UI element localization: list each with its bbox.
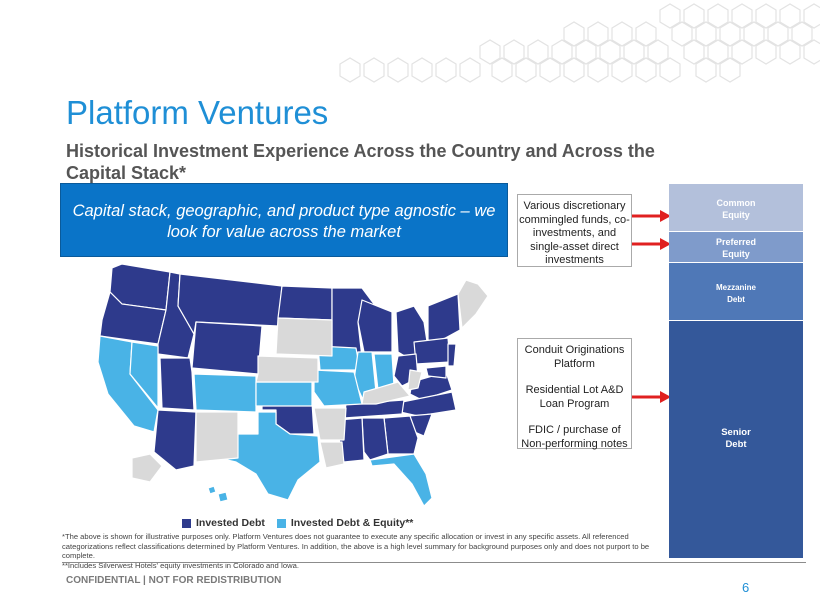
legend-invested-debt-equity: Invested Debt & Equity** xyxy=(276,517,414,529)
state-nj xyxy=(447,343,457,367)
stack-preferred-equity: Preferred Equity xyxy=(669,232,803,263)
stack-mezz-label-1: Mezzanine xyxy=(715,283,756,292)
state-ar xyxy=(313,407,347,441)
arrow-to-senior-debt-icon xyxy=(632,391,671,403)
state-tx xyxy=(217,411,321,501)
state-al xyxy=(361,417,389,461)
footnote-silverwest: **Includes Silverwest Hotels' equity inv… xyxy=(62,560,299,570)
stack-senior-label-2: Debt xyxy=(725,439,747,450)
stack-mezz-label-2: Debt xyxy=(727,295,745,304)
state-fl xyxy=(369,453,433,507)
stack-mezzanine-debt: Mezzanine Debt xyxy=(669,263,803,321)
state-ut xyxy=(159,357,195,411)
hexagon-pattern xyxy=(339,3,820,83)
investment-vehicles-text: Various discretionary commingled funds, … xyxy=(519,200,630,266)
state-ks xyxy=(255,381,313,407)
state-ky xyxy=(361,381,411,405)
stack-preferred-label-1: Preferred xyxy=(715,237,757,247)
legend-label-debt-equity: Invested Debt & Equity** xyxy=(290,517,414,529)
state-nv xyxy=(129,341,159,409)
stack-common-label-1: Common xyxy=(716,198,756,208)
footer-divider xyxy=(62,562,806,563)
debt-program-conduit: Conduit Originations Platform xyxy=(524,344,625,370)
state-ne xyxy=(255,355,319,383)
state-ny xyxy=(427,293,461,343)
state-wi xyxy=(357,299,393,353)
arrow-to-preferred-equity-icon xyxy=(632,238,671,250)
debt-programs-box: Conduit Originations Platform Residentia… xyxy=(517,338,632,450)
page-title: Platform Ventures xyxy=(66,94,329,131)
debt-program-residential: Residential Lot A&D Loan Program xyxy=(525,384,624,410)
capital-stack: Common Equity Preferred Equity Mezzanine… xyxy=(669,184,803,558)
stack-senior-label-1: Senior xyxy=(721,427,751,438)
state-hi-2 xyxy=(217,491,229,503)
confidential-notice: CONFIDENTIAL | NOT FOR REDISTRIBUTION xyxy=(66,575,282,586)
stack-common-equity: Common Equity xyxy=(669,184,803,232)
stack-preferred-label-2: Equity xyxy=(722,249,750,259)
map-legend: Invested Debt Invested Debt & Equity** xyxy=(182,517,425,529)
debt-program-fdic: FDIC / purchase of Non-performing notes xyxy=(521,424,628,450)
footnote-disclaimer: *The above is shown for illustrative pur… xyxy=(62,532,650,561)
callout-text: Capital stack, geographic, and product t… xyxy=(72,202,496,241)
legend-swatch-debt-equity xyxy=(276,518,286,528)
footnotes: *The above is shown for illustrative pur… xyxy=(62,532,670,570)
stack-common-label-2: Equity xyxy=(722,210,750,220)
legend-invested-debt: Invested Debt xyxy=(182,517,265,529)
state-ak xyxy=(131,453,163,483)
state-wv xyxy=(407,369,423,391)
state-wy xyxy=(191,321,263,375)
investment-vehicles-box: Various discretionary commingled funds, … xyxy=(517,194,632,267)
state-nm xyxy=(195,411,239,463)
state-sd xyxy=(275,317,333,357)
stack-senior-debt: Senior Debt xyxy=(669,321,803,558)
legend-label-debt: Invested Debt xyxy=(196,517,265,529)
us-investment-map xyxy=(97,263,489,507)
state-pa xyxy=(413,337,451,365)
state-nd xyxy=(277,285,333,321)
state-hi xyxy=(207,485,217,495)
state-az xyxy=(153,409,197,471)
state-mo xyxy=(313,369,363,407)
legend-swatch-debt xyxy=(182,518,191,528)
page-subtitle: Historical Investment Experience Across … xyxy=(66,141,655,183)
page-number: 6 xyxy=(742,580,750,595)
state-md xyxy=(425,365,447,379)
arrow-to-common-equity-icon xyxy=(632,210,671,222)
callout-banner: Capital stack, geographic, and product t… xyxy=(60,183,508,257)
state-la xyxy=(319,441,345,469)
state-co xyxy=(193,373,257,413)
state-new-england xyxy=(457,279,489,329)
